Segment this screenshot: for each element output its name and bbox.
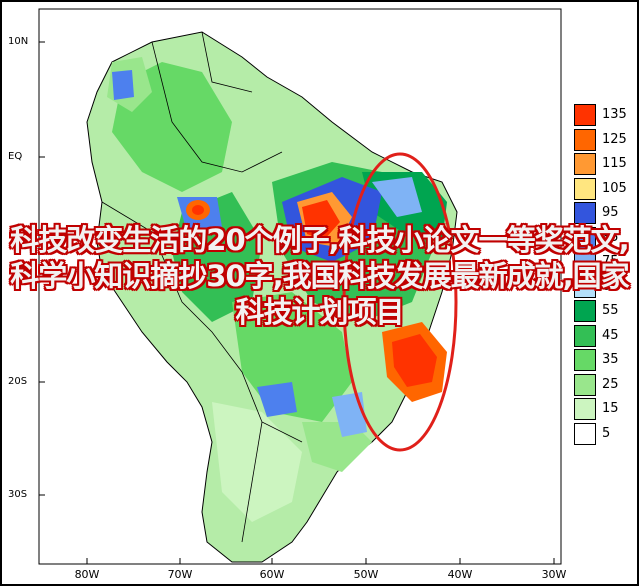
lon-label-80w: 80W: [74, 568, 100, 581]
legend-label: 85: [602, 229, 619, 245]
legend-label: 105: [602, 180, 627, 196]
legend-swatch: [574, 202, 596, 224]
legend-swatch: [574, 251, 596, 273]
legend-swatch: [574, 349, 596, 371]
lon-label-30w: 30W: [541, 568, 567, 581]
legend-label: 5: [602, 425, 611, 441]
legend-swatch: [574, 177, 596, 200]
legend-swatch: [574, 398, 596, 420]
lat-label-10n: 10N: [8, 36, 29, 47]
legend-label: 75: [602, 254, 619, 269]
lat-label-eq: EQ: [8, 151, 23, 162]
legend-swatch: [574, 104, 596, 126]
overlay-title-text: 科技改变生活的20个例子,科技小论文一等奖范文,科学小知识摘抄30字,我国科技发…: [10, 223, 629, 329]
lat-label-20s: 20S: [8, 376, 28, 387]
legend-swatch: [574, 128, 596, 151]
legend-swatch: [574, 153, 596, 175]
legend-label: 125: [602, 131, 627, 147]
legend-label: 15: [602, 401, 619, 416]
legend-label: 95: [602, 205, 619, 220]
legend-swatch: [574, 275, 596, 298]
lon-label-40w: 40W: [447, 568, 473, 581]
lon-label-60w: 60W: [259, 568, 285, 581]
legend-label: 25: [602, 376, 619, 392]
lon-label-70w: 70W: [167, 568, 193, 581]
legend-swatch: [574, 422, 596, 445]
legend-swatch: [574, 226, 596, 249]
lat-label-10s: 10S: [8, 264, 28, 275]
lon-label-50w: 50W: [353, 568, 379, 581]
legend-label: 45: [602, 327, 619, 343]
legend-label: 115: [602, 156, 627, 171]
lat-label-30s: 30S: [8, 489, 28, 500]
legend-swatch: [574, 373, 596, 396]
legend-label: 35: [602, 352, 619, 367]
legend-label: 135: [602, 107, 627, 122]
legend-label: 65: [602, 278, 619, 294]
highlight-ellipse: [342, 152, 458, 452]
legend-swatch: [574, 300, 596, 322]
legend-label: 55: [602, 303, 619, 318]
legend-swatch: [574, 324, 596, 347]
